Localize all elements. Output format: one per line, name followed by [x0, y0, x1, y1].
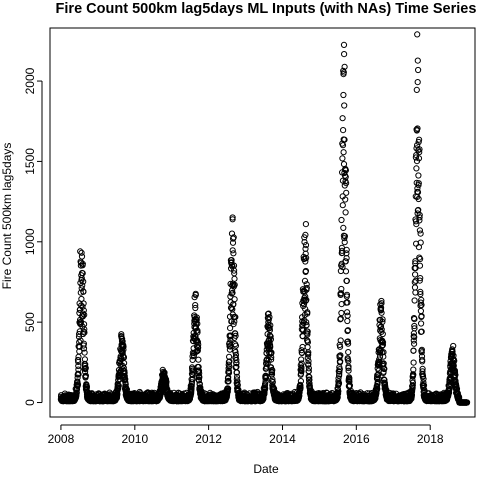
data-point — [342, 52, 347, 57]
data-point-peak — [303, 222, 308, 227]
data-point — [345, 318, 350, 323]
data-point — [346, 350, 351, 355]
data-point — [340, 203, 345, 208]
x-tick-label: 2012 — [195, 432, 222, 446]
data-point — [413, 272, 418, 277]
data-point — [196, 357, 201, 362]
data-point — [413, 290, 418, 295]
y-axis: 0 500 1000 1500 2000 — [23, 67, 42, 406]
data-point — [414, 87, 419, 92]
data-point — [419, 321, 424, 326]
data-point — [306, 359, 311, 364]
data-point — [232, 276, 237, 281]
x-tick-label: 2018 — [417, 432, 444, 446]
data-point — [411, 360, 416, 365]
data-point — [339, 310, 344, 315]
x-tick-label: 2014 — [269, 432, 296, 446]
data-point — [412, 285, 417, 290]
data-point — [418, 308, 423, 313]
data-point — [341, 225, 346, 230]
data-point — [344, 190, 349, 195]
data-point — [300, 344, 305, 349]
data-point — [232, 297, 237, 302]
plot-border — [50, 28, 475, 417]
data-point-peak — [415, 32, 420, 37]
data-point — [340, 156, 345, 161]
data-point-peak — [341, 42, 346, 47]
data-point — [411, 348, 416, 353]
data-point — [340, 116, 345, 121]
data-point — [341, 92, 346, 97]
data-point — [412, 341, 417, 346]
data-point — [345, 313, 350, 318]
data-point — [342, 103, 347, 108]
data-point — [417, 263, 422, 268]
y-tick-label: 1000 — [23, 228, 37, 255]
data-point — [343, 269, 348, 274]
x-tick-label: 2008 — [48, 432, 75, 446]
data-point — [79, 254, 84, 259]
data-point — [414, 166, 419, 171]
data-point — [415, 58, 420, 63]
chart-title: Fire Count 500km lag5days ML Inputs (wit… — [56, 1, 477, 17]
data-point — [418, 231, 423, 236]
x-axis: 2008 2010 2012 2014 2016 2018 — [48, 425, 444, 446]
y-tick-label: 1500 — [23, 148, 37, 175]
x-axis-title: Date — [253, 462, 279, 476]
data-point-peak — [78, 249, 83, 254]
data-point — [412, 298, 417, 303]
y-tick-label: 0 — [23, 399, 37, 406]
data-point — [343, 210, 348, 215]
y-tick-label: 2000 — [23, 67, 37, 94]
x-tick-label: 2010 — [121, 432, 148, 446]
data-point — [415, 80, 420, 85]
data-point — [341, 150, 346, 155]
data-point — [416, 173, 421, 178]
y-tick-label: 500 — [23, 312, 37, 332]
y-axis-title: Fire Count 500km lag5days — [0, 143, 14, 290]
data-point — [339, 217, 344, 222]
data-point — [76, 354, 81, 359]
data-point — [341, 128, 346, 133]
x-tick-label: 2016 — [343, 432, 370, 446]
data-points — [58, 32, 469, 405]
data-point — [416, 67, 421, 72]
